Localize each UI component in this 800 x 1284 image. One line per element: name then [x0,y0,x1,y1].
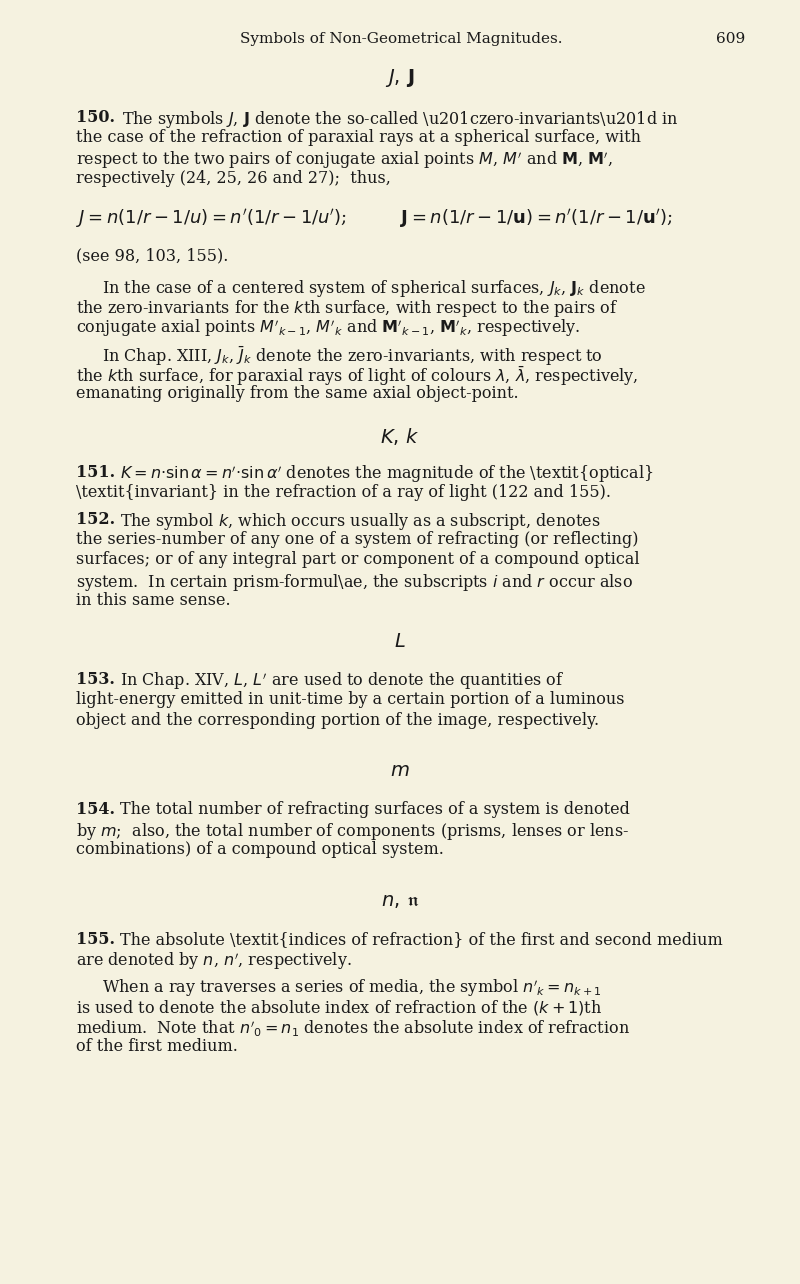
Text: 153.: 153. [76,672,115,688]
Text: the case of the refraction of paraxial rays at a spherical surface, with: the case of the refraction of paraxial r… [76,130,641,146]
Text: $n,\, \mathfrak{n}$: $n,\, \mathfrak{n}$ [381,892,419,910]
Text: When a ray traverses a series of media, the symbol $n'_k = n_{k+1}$: When a ray traverses a series of media, … [102,977,602,999]
Text: is used to denote the absolute index of refraction of the $(k+1)$th: is used to denote the absolute index of … [76,998,602,1017]
Text: combinations) of a compound optical system.: combinations) of a compound optical syst… [76,841,444,859]
Text: $L$: $L$ [394,633,406,651]
Text: system.  In certain prism-formul\ae, the subscripts $i$ and $r$ occur also: system. In certain prism-formul\ae, the … [76,571,633,593]
Text: The total number of refracting surfaces of a system is denoted: The total number of refracting surfaces … [120,801,630,818]
Text: the series-number of any one of a system of refracting (or reflecting): the series-number of any one of a system… [76,532,638,548]
Text: 151.: 151. [76,464,115,482]
Text: 155.: 155. [76,931,115,948]
Text: $J,\, \mathbf{J}$: $J,\, \mathbf{J}$ [386,67,414,89]
Text: are denoted by $n$, $n'$, respectively.: are denoted by $n$, $n'$, respectively. [76,951,352,972]
Text: in this same sense.: in this same sense. [76,592,230,609]
Text: In the case of a centered system of spherical surfaces, $J_k$, $\mathbf{J}_k$ de: In the case of a centered system of sphe… [102,277,646,298]
Text: 150.: 150. [76,109,115,126]
Text: In Chap. XIV, $L$, $L'$ are used to denote the quantities of: In Chap. XIV, $L$, $L'$ are used to deno… [120,672,564,692]
Text: 152.: 152. [76,511,115,528]
Text: 154.: 154. [76,801,115,818]
Text: $J = n(\mathrm{1}/r - \mathrm{1}/u) = n'(\mathrm{1}/r - \mathrm{1}/u')$;: $J = n(\mathrm{1}/r - \mathrm{1}/u) = n'… [76,207,347,230]
Text: The absolute \textit{indices of refraction} of the first and second medium: The absolute \textit{indices of refracti… [120,931,722,948]
Text: light-energy emitted in unit-time by a certain portion of a luminous: light-energy emitted in unit-time by a c… [76,691,625,709]
Text: the zero-invariants for the $k$th surface, with respect to the pairs of: the zero-invariants for the $k$th surfac… [76,298,618,318]
Text: \textit{invariant} in the refraction of a ray of light (122 and 155).: \textit{invariant} in the refraction of … [76,484,611,502]
Text: by $m$;  also, the total number of components (prisms, lenses or lens-: by $m$; also, the total number of compon… [76,822,629,842]
Text: emanating originally from the same axial object-point.: emanating originally from the same axial… [76,385,518,402]
Text: object and the corresponding portion of the image, respectively.: object and the corresponding portion of … [76,711,599,728]
Text: (see 98, 103, 155).: (see 98, 103, 155). [76,247,228,265]
Text: medium.  Note that $n'_0 = n_1$ denotes the absolute index of refraction: medium. Note that $n'_0 = n_1$ denotes t… [76,1018,630,1037]
Text: 609: 609 [716,32,746,46]
Text: respect to the two pairs of conjugate axial points $M$, $M'$ and $\mathbf{M}$, $: respect to the two pairs of conjugate ax… [76,150,613,171]
Text: Symbols of Non-Geometrical Magnitudes.: Symbols of Non-Geometrical Magnitudes. [240,32,562,46]
Text: The symbol $k$, which occurs usually as a subscript, denotes: The symbol $k$, which occurs usually as … [120,511,600,532]
Text: conjugate axial points $M'_{k-1}$, $M'_k$ and $\mathbf{M}'_{k-1}$, $\mathbf{M}'_: conjugate axial points $M'_{k-1}$, $M'_k… [76,318,580,339]
Text: $K = n{\cdot}\sin\alpha = n'{\cdot}\sin\alpha'$ denotes the magnitude of the \te: $K = n{\cdot}\sin\alpha = n'{\cdot}\sin\… [120,464,654,485]
Text: In Chap. XIII, $J_k$, $\bar{J}_k$ denote the zero-invariants, with respect to: In Chap. XIII, $J_k$, $\bar{J}_k$ denote… [102,344,602,367]
Text: $K,\, k$: $K,\, k$ [380,425,420,447]
Text: of the first medium.: of the first medium. [76,1039,238,1055]
Text: respectively (24, 25, 26 and 27);  thus,: respectively (24, 25, 26 and 27); thus, [76,169,391,187]
Text: the $k$th surface, for paraxial rays of light of colours $\lambda$, $\bar{\lambd: the $k$th surface, for paraxial rays of … [76,365,638,388]
Text: $m$: $m$ [390,763,410,781]
Text: surfaces; or of any integral part or component of a compound optical: surfaces; or of any integral part or com… [76,551,640,569]
Text: $\mathbf{J}=n(\mathrm{1}/r-\mathrm{1}/\mathbf{u})=n'(\mathrm{1}/r-\mathrm{1}/\ma: $\mathbf{J}=n(\mathrm{1}/r-\mathrm{1}/\m… [400,207,673,230]
Text: The symbols $J$, $\mathbf{J}$ denote the so-called \u201czero-invariants\u201d i: The symbols $J$, $\mathbf{J}$ denote the… [122,109,679,130]
